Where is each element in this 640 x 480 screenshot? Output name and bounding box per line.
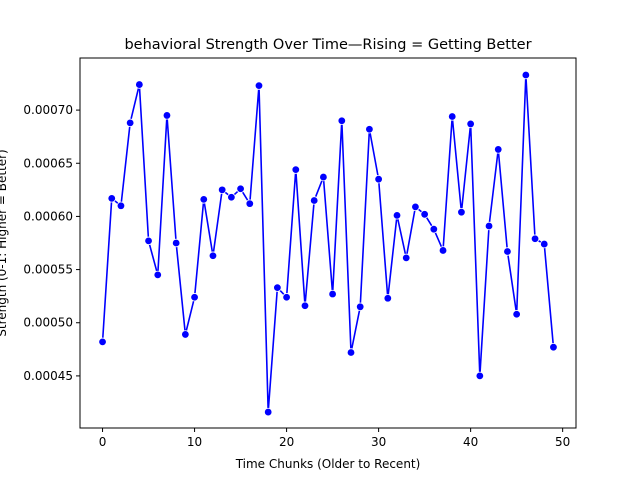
data-point (503, 247, 512, 256)
y-tick-label: 0.00060 (23, 209, 73, 223)
data-point (236, 184, 245, 193)
data-point (300, 301, 310, 310)
data-point (420, 210, 429, 219)
data-point (125, 118, 135, 128)
data-point (530, 234, 540, 243)
data-point (411, 202, 420, 212)
data-point (116, 201, 126, 210)
data-point (282, 293, 291, 302)
data-point (291, 165, 300, 174)
data-point (98, 337, 107, 347)
y-tick-label: 0.00050 (23, 316, 73, 330)
data-point (254, 81, 264, 90)
data-point (107, 194, 116, 203)
y-tick-label: 0.00055 (23, 263, 73, 277)
x-tick-label: 50 (555, 435, 570, 449)
data-point (365, 125, 374, 134)
data-point (328, 289, 337, 299)
data-point (217, 185, 227, 195)
data-point (457, 207, 466, 217)
data-point (227, 193, 236, 202)
data-point (512, 310, 521, 319)
data-point (521, 70, 531, 80)
data-point (162, 111, 172, 120)
x-axis: 0 10 20 30 40 50 (99, 428, 570, 449)
data-point (438, 246, 448, 255)
data-point (309, 196, 319, 205)
data-point (475, 371, 485, 381)
data-point (181, 330, 190, 339)
data-point (494, 145, 503, 154)
data-point (153, 270, 162, 280)
data-point (402, 253, 411, 263)
data-point (346, 348, 356, 357)
series-line (101, 74, 555, 413)
x-axis-label: Time Chunks (Older to Recent) (235, 457, 421, 471)
y-axis-label: Strength (0-1: Higher = Better) (0, 149, 9, 336)
data-point (245, 199, 254, 208)
y-tick-label: 0.00070 (23, 103, 73, 117)
y-axis: 0.00045 0.00050 0.00055 0.00060 0.00065 0.000… (23, 103, 80, 383)
data-point (199, 195, 208, 204)
data-point (208, 251, 218, 260)
data-point (263, 407, 273, 417)
data-point (337, 116, 347, 125)
x-tick-label: 40 (463, 435, 478, 449)
plot-frame (79, 57, 577, 429)
data-point (144, 236, 153, 246)
data-point (466, 119, 475, 129)
y-tick-label: 0.00045 (23, 369, 73, 383)
data-point (484, 221, 494, 231)
data-point (549, 342, 558, 352)
x-tick-label: 30 (371, 435, 386, 449)
data-point (171, 238, 181, 248)
data-point (392, 211, 402, 220)
x-tick-label: 0 (99, 435, 107, 449)
x-tick-label: 20 (279, 435, 294, 449)
data-point (356, 302, 365, 311)
x-tick-label: 10 (187, 435, 202, 449)
plot-content (98, 70, 558, 417)
data-point (429, 224, 439, 234)
data-point (135, 80, 144, 89)
data-point (540, 239, 549, 249)
y-tick-label: 0.00065 (23, 156, 73, 170)
data-point (383, 294, 393, 303)
data-point (319, 172, 328, 182)
chart-title: behavioral Strength Over Time—Rising = G… (124, 37, 531, 53)
data-point (448, 112, 457, 121)
data-point (374, 175, 383, 184)
data-point (273, 283, 282, 292)
data-point (190, 293, 199, 302)
